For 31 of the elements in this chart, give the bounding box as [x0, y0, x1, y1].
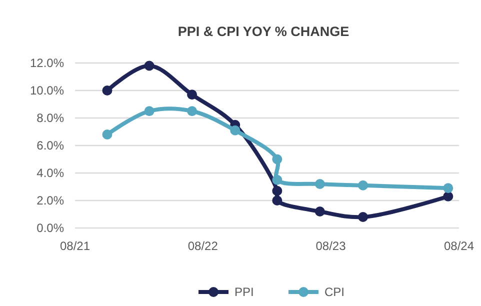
y-tick-label: 12.0%	[30, 56, 64, 70]
x-tick-label: 08/24	[444, 239, 474, 253]
point	[102, 86, 112, 96]
point	[272, 174, 282, 185]
y-tick-label: 2.0%	[36, 194, 64, 208]
legend-label: CPI	[324, 285, 345, 300]
point	[443, 191, 454, 202]
x-tick-label: 08/23	[316, 239, 346, 253]
y-tick-label: 8.0%	[36, 111, 64, 126]
point	[187, 106, 198, 116]
point	[272, 154, 282, 164]
point	[272, 196, 282, 206]
y-tick-label: 10.0%	[30, 84, 64, 98]
point	[358, 180, 368, 190]
x-tick-label: 08/22	[188, 239, 218, 253]
point	[443, 183, 454, 194]
point	[314, 179, 325, 189]
legend-label: PPI	[234, 285, 254, 300]
point	[144, 60, 154, 71]
chart-title: PPI & CPI YOY % CHANGE	[178, 24, 350, 39]
point	[144, 106, 154, 116]
point	[358, 212, 368, 222]
x-tick-label: 08/21	[60, 239, 90, 253]
point	[230, 125, 240, 136]
y-tick-label: 4.0%	[36, 166, 64, 180]
point	[272, 186, 282, 196]
y-tick-label: 0.0%	[36, 221, 64, 236]
point	[102, 130, 112, 140]
point	[314, 206, 325, 216]
point	[187, 90, 198, 100]
y-tick-label: 6.0%	[36, 138, 64, 153]
